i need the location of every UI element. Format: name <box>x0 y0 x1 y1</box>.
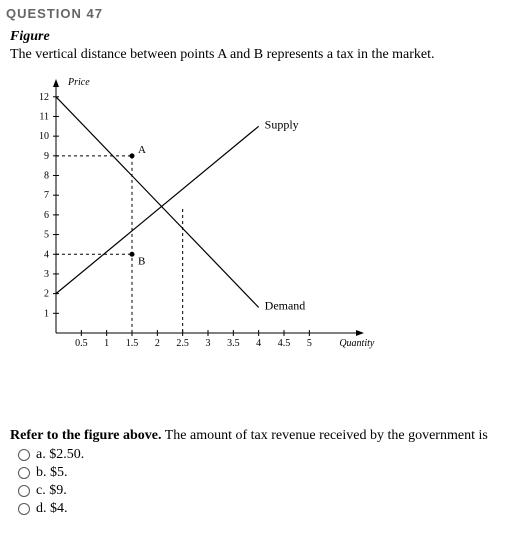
svg-text:1: 1 <box>104 338 109 349</box>
svg-text:11: 11 <box>39 111 49 122</box>
svg-text:1.5: 1.5 <box>126 338 139 349</box>
svg-text:12: 12 <box>39 92 49 103</box>
svg-text:7: 7 <box>44 190 49 201</box>
svg-text:1: 1 <box>44 308 49 319</box>
svg-text:2: 2 <box>44 289 49 300</box>
chart-container: 1234567891011120.511.522.533.544.55Price… <box>0 69 521 368</box>
svg-text:5: 5 <box>307 338 312 349</box>
svg-text:5: 5 <box>44 230 49 241</box>
option-d[interactable]: d. $4. <box>18 500 511 518</box>
question-number: QUESTION 47 <box>0 0 521 25</box>
svg-text:6: 6 <box>44 210 49 221</box>
option-label: d. $4. <box>36 501 68 517</box>
option-b[interactable]: b. $5. <box>18 464 511 482</box>
svg-text:Quantity: Quantity <box>339 338 375 349</box>
figure-label: Figure <box>0 25 521 45</box>
prompt-bold: Refer to the figure above. <box>10 428 162 443</box>
svg-text:3.5: 3.5 <box>227 338 240 349</box>
svg-text:4.5: 4.5 <box>278 338 291 349</box>
option-label: c. $9. <box>36 483 67 499</box>
figure-description: The vertical distance between points A a… <box>0 45 521 69</box>
option-c[interactable]: c. $9. <box>18 482 511 500</box>
option-a[interactable]: a. $2.50. <box>18 446 511 464</box>
svg-text:Supply: Supply <box>265 117 299 131</box>
radio-icon <box>18 467 30 479</box>
svg-text:3: 3 <box>44 269 49 280</box>
svg-text:B: B <box>138 255 145 267</box>
svg-text:2.5: 2.5 <box>176 338 189 349</box>
option-label: a. $2.50. <box>36 447 84 463</box>
tax-chart: 1234567891011120.511.522.533.544.55Price… <box>20 73 380 363</box>
svg-text:3: 3 <box>206 338 211 349</box>
answer-options: a. $2.50. b. $5. c. $9. d. $4. <box>0 444 521 522</box>
svg-text:Price: Price <box>67 77 90 88</box>
radio-icon <box>18 485 30 497</box>
radio-icon <box>18 503 30 515</box>
svg-text:10: 10 <box>39 131 49 142</box>
svg-text:0.5: 0.5 <box>75 338 88 349</box>
option-label: b. $5. <box>36 465 68 481</box>
svg-text:4: 4 <box>256 338 261 349</box>
svg-text:9: 9 <box>44 151 49 162</box>
prompt-rest: The amount of tax revenue received by th… <box>162 428 488 443</box>
svg-text:4: 4 <box>44 249 49 260</box>
svg-text:A: A <box>138 144 146 156</box>
svg-text:Demand: Demand <box>265 298 306 312</box>
svg-text:8: 8 <box>44 171 49 182</box>
radio-icon <box>18 449 30 461</box>
svg-text:2: 2 <box>155 338 160 349</box>
question-prompt: Refer to the figure above. The amount of… <box>0 368 521 444</box>
